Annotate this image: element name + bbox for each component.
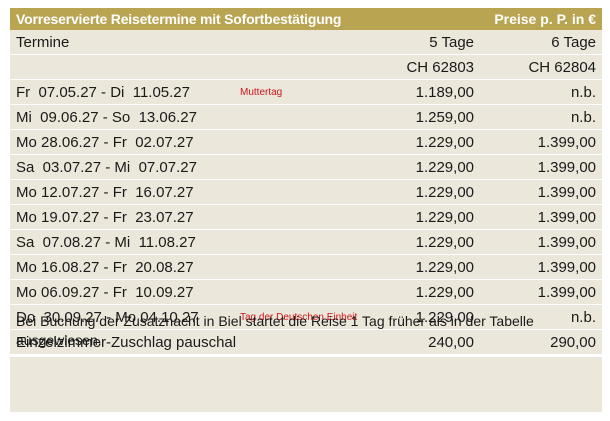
dates: Sa 03.07.27 - Mi 07.07.27 bbox=[16, 159, 197, 176]
table-row: Einzelzimmer-Zuschlag pauschal 240,00 290,… bbox=[10, 330, 602, 357]
price: 1.229,00 bbox=[415, 284, 474, 301]
note: Muttertag bbox=[240, 87, 283, 98]
price: 1.399,00 bbox=[537, 284, 596, 301]
tour-code: CH 62804 bbox=[528, 59, 596, 76]
price: 1.229,00 bbox=[415, 309, 474, 326]
dates: Mi 09.06.27 - So 13.06.27 bbox=[16, 109, 197, 126]
title: Vorreservierte Reisetermine mit Sofortbe… bbox=[16, 11, 342, 27]
price: 1.399,00 bbox=[537, 209, 596, 226]
dates: Sa 07.08.27 - Mi 11.08.27 bbox=[16, 234, 196, 251]
table-row: Fr 07.05.27 - Di 11.05.27 Muttertag 1.189,… bbox=[10, 80, 602, 105]
price: n.b. bbox=[570, 309, 596, 326]
price: n.b. bbox=[570, 109, 596, 126]
duration: 6 Tage bbox=[551, 34, 596, 51]
table-row: Mi 09.06.27 - So 13.06.27 1.259,00 n.b. bbox=[10, 105, 602, 130]
price: n.b. bbox=[570, 84, 596, 101]
price: 1.399,00 bbox=[537, 134, 596, 151]
footnote: Bei Buchung der Zusatznacht in Biel star… bbox=[16, 313, 534, 348]
table-row: Sa 07.08.27 - Mi 11.08.27 1.229,00 1.399,0… bbox=[10, 230, 602, 255]
price: 1.399,00 bbox=[537, 184, 596, 201]
price: 1.229,00 bbox=[415, 209, 474, 226]
price: 1.399,00 bbox=[537, 259, 596, 276]
price: 290,00 bbox=[550, 334, 596, 351]
duration: 5 Tage bbox=[429, 34, 474, 51]
dates: Mo 06.09.27 - Fr 10.09.27 bbox=[16, 284, 194, 301]
dates: Fr 07.05.27 - Di 11.05.27 bbox=[16, 84, 190, 101]
note: Tag der Deutschen Einheit bbox=[240, 312, 358, 323]
table-row: Mo 12.07.27 - Fr 16.07.27 1.229,00 1.399,0… bbox=[10, 180, 602, 205]
dates: Mo 12.07.27 - Fr 16.07.27 bbox=[16, 184, 194, 201]
price: 1.229,00 bbox=[415, 259, 474, 276]
tour-code: CH 62803 bbox=[406, 59, 474, 76]
table-row: Do 30.09.27 - Mo 04.10.27 Tag der Deutsch… bbox=[10, 305, 602, 330]
price: 1.229,00 bbox=[415, 184, 474, 201]
table-body: Termine 5 Tage 6 Tage CH 62803 CH 62804 Fr 07… bbox=[10, 30, 602, 357]
price: 240,00 bbox=[428, 334, 474, 351]
price: 1.399,00 bbox=[537, 234, 596, 251]
dates: Mo 16.08.27 - Fr 20.08.27 bbox=[16, 259, 194, 276]
dates: Do 30.09.27 - Mo 04.10.27 bbox=[16, 309, 199, 326]
column-label: Termine bbox=[16, 34, 70, 51]
table-row: CH 62803 CH 62804 bbox=[10, 55, 602, 80]
price: 1.229,00 bbox=[415, 134, 474, 151]
surcharge-label: Einzelzimmer-Zuschlag pauschal bbox=[16, 334, 237, 351]
table-row: Mo 06.09.27 - Fr 10.09.27 1.229,00 1.399,0… bbox=[10, 280, 602, 305]
table-row: Mo 19.07.27 - Fr 23.07.27 1.229,00 1.399,0… bbox=[10, 205, 602, 230]
dates: Mo 19.07.27 - Fr 23.07.27 bbox=[16, 209, 194, 226]
table-row: Mo 28.06.27 - Fr 02.07.27 1.229,00 1.399,0… bbox=[10, 130, 602, 155]
price: 1.399,00 bbox=[537, 159, 596, 176]
table-row: Termine 5 Tage 6 Tage bbox=[10, 30, 602, 55]
price: 1.229,00 bbox=[415, 234, 474, 251]
price: 1.229,00 bbox=[415, 159, 474, 176]
price-table: Vorreservierte Reisetermine mit Sofortbe… bbox=[10, 8, 602, 412]
table-row: Mo 16.08.27 - Fr 20.08.27 1.229,00 1.399,0… bbox=[10, 255, 602, 280]
price: 1.189,00 bbox=[415, 84, 474, 101]
table-header: Vorreservierte Reisetermine mit Sofortbe… bbox=[10, 8, 602, 30]
price-note: Preise p. P. in € bbox=[494, 11, 596, 27]
dates: Mo 28.06.27 - Fr 02.07.27 bbox=[16, 134, 194, 151]
price: 1.259,00 bbox=[415, 109, 474, 126]
table-row: Sa 03.07.27 - Mi 07.07.27 1.229,00 1.399,0… bbox=[10, 155, 602, 180]
